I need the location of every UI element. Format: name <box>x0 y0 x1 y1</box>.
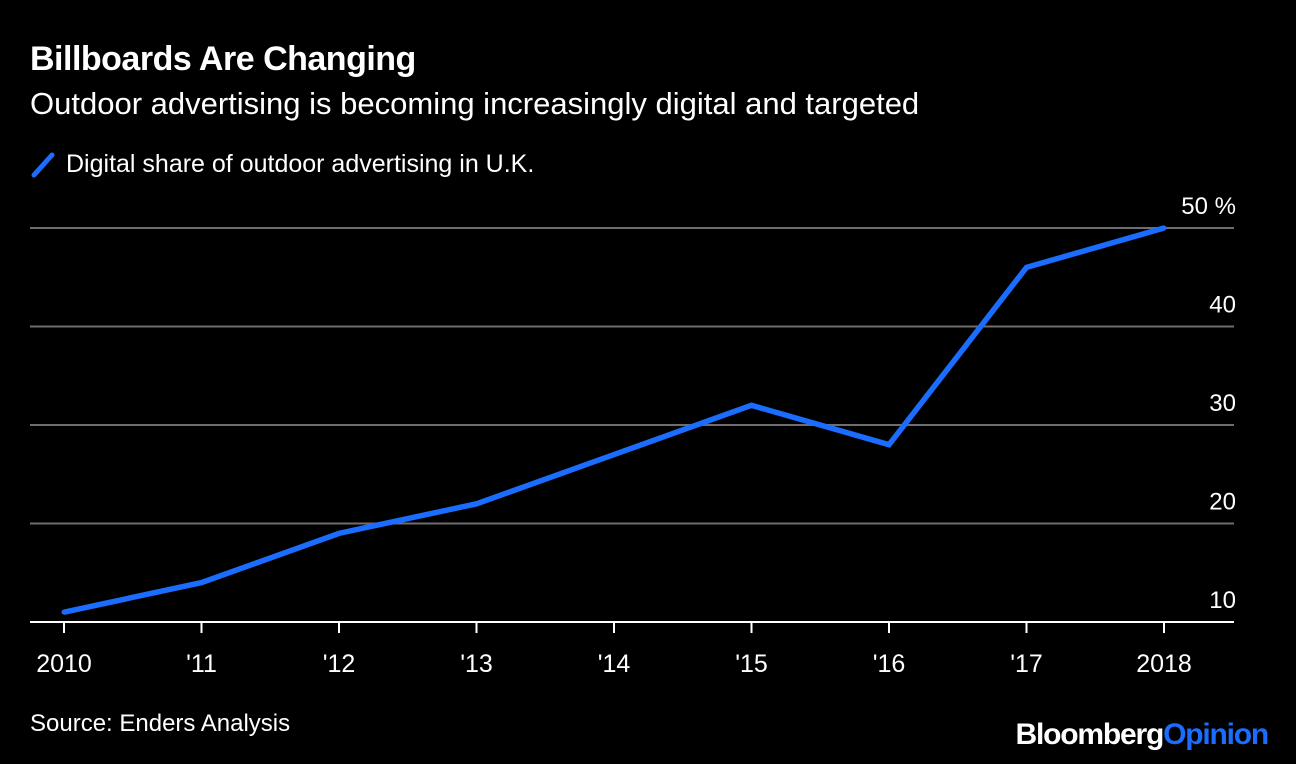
x-tick-label: '14 <box>598 650 631 678</box>
chart-title: Billboards Are Changing <box>30 40 416 78</box>
x-tick-label: '11 <box>186 650 217 678</box>
y-tick-label: 50 % <box>1181 193 1236 220</box>
x-tick-label: '12 <box>323 650 356 678</box>
x-tick-label: 2018 <box>1136 650 1192 678</box>
legend-swatch-icon <box>31 152 55 178</box>
data-point <box>749 402 754 408</box>
data-point <box>474 501 479 507</box>
data-point <box>886 442 892 448</box>
x-tick-label: '13 <box>460 650 493 678</box>
y-tick-label: 10 <box>1209 587 1236 614</box>
series-line <box>63 225 1165 615</box>
x-tick-label: '17 <box>1010 650 1043 678</box>
y-tick-label: 20 <box>1209 489 1236 516</box>
brand-logo: BloombergOpinion <box>1015 718 1270 752</box>
x-tick-label: 2010 <box>36 650 92 678</box>
source-note: Source: Enders Analysis <box>30 710 291 737</box>
data-point <box>1161 225 1167 231</box>
y-tick-label: 40 <box>1209 292 1236 319</box>
legend-label: Digital share of outdoor advertising in … <box>66 149 535 178</box>
x-tick-label: '16 <box>873 650 906 678</box>
y-tick-label: 30 <box>1209 390 1236 417</box>
legend: Digital share of outdoor advertising in … <box>30 148 534 180</box>
data-point <box>61 609 67 615</box>
brand-secondary: Opinion <box>1163 718 1269 751</box>
data-point <box>336 530 342 536</box>
x-tick-label: '15 <box>735 650 768 678</box>
chart-subtitle: Outdoor advertising is becoming increasi… <box>30 86 920 121</box>
data-point <box>199 580 204 586</box>
data-point <box>1024 264 1029 270</box>
data-point <box>611 452 617 458</box>
brand-primary: Bloomberg <box>1015 718 1165 751</box>
